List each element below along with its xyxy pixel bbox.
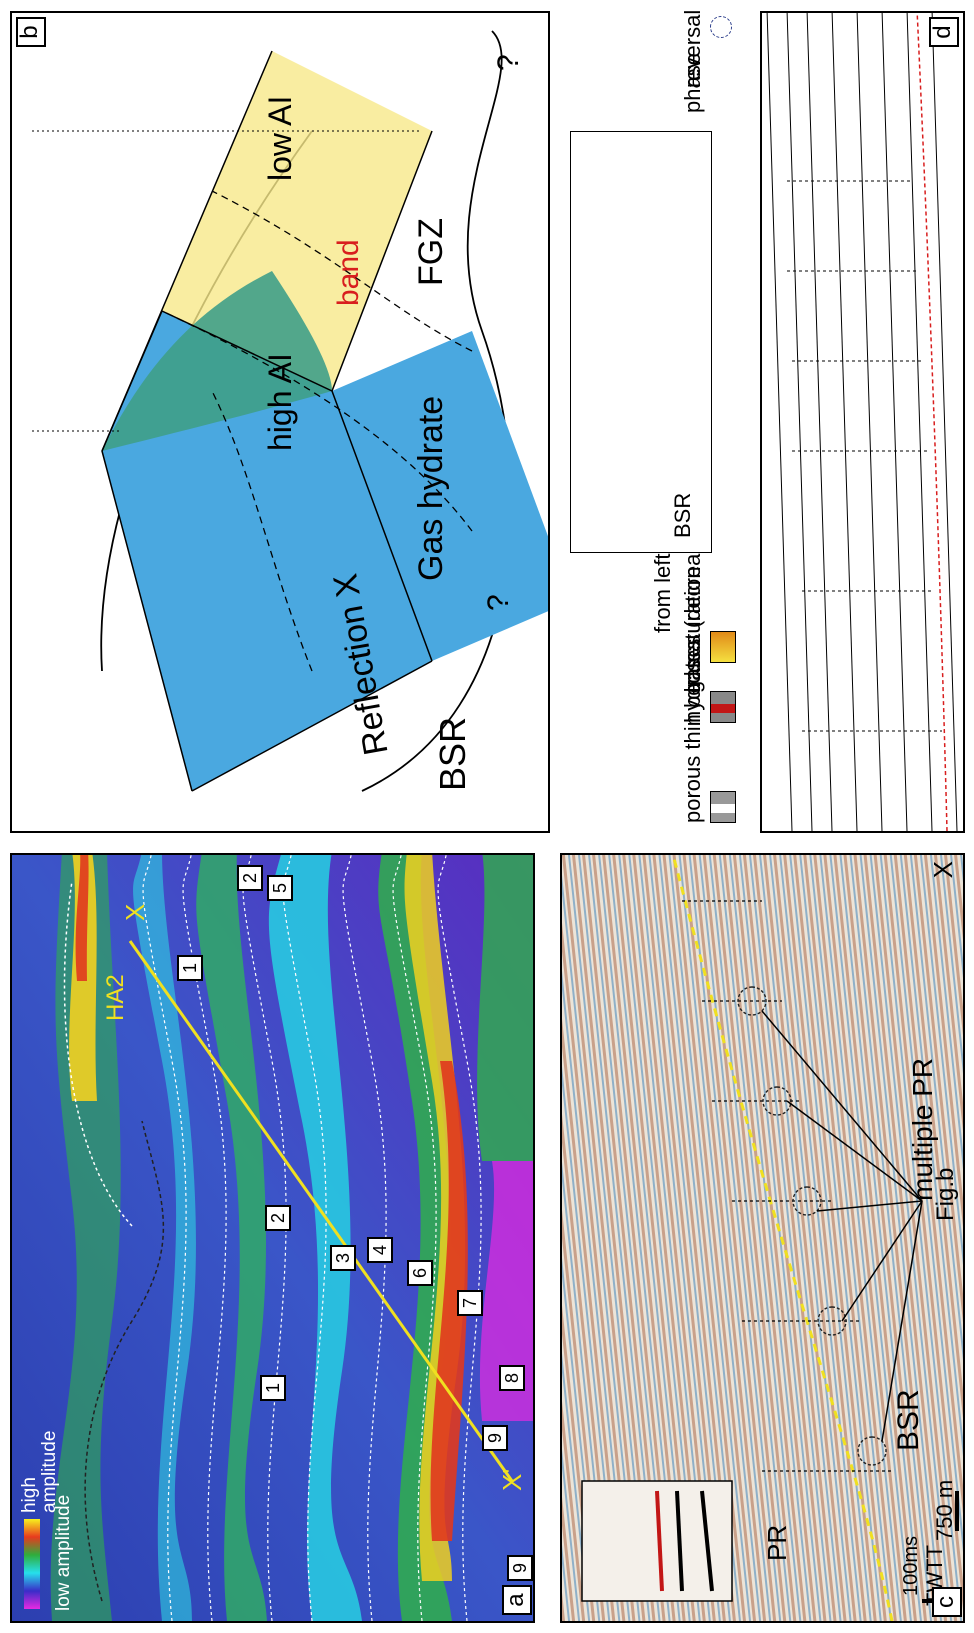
map-label-x: X: [120, 903, 150, 921]
block-diagram: [32, 30, 550, 792]
channel-label: 2: [265, 1205, 291, 1231]
panel-label-c: c: [932, 1587, 962, 1617]
amplitude-map: [12, 853, 535, 1622]
label-question-2: ?: [482, 594, 515, 611]
legend-swatch-hydrates: [710, 691, 736, 723]
section-label-scale: 750 m: [932, 1479, 957, 1541]
panel-label-a: a: [502, 1585, 532, 1615]
inset-bsr-label: BSR: [670, 492, 695, 538]
label-high-ai: high AI: [262, 353, 298, 451]
map-label-x-prime: X': [497, 1468, 527, 1491]
panel-b: BSR Reflection X high AI low AI band FGZ…: [10, 11, 550, 833]
section-label-bsr: BSR: [892, 1389, 925, 1451]
channel-label: 1: [260, 1375, 286, 1401]
amplitude-colorbar: [24, 1519, 40, 1609]
channel-label: 7: [457, 1290, 483, 1316]
inset-box: [570, 131, 712, 553]
label-low-ai: low AI: [262, 95, 298, 181]
section-label-x: X: [928, 861, 958, 879]
channel-label: 8: [499, 1365, 525, 1391]
channel-label: 6: [407, 1260, 433, 1286]
channel-label: 9: [507, 1555, 533, 1581]
label-bsr: BSR: [432, 716, 473, 791]
label-question-1: ?: [492, 54, 525, 71]
channel-label: 3: [330, 1245, 356, 1271]
legend-low-text: low amplitude: [53, 1494, 74, 1611]
label-fgz: FGZ: [412, 218, 450, 286]
seismic-section: [562, 853, 965, 1622]
section-label-pr: PR: [762, 1524, 792, 1561]
channel-label: 2: [237, 865, 263, 891]
label-band: band: [332, 239, 365, 306]
area-label-ha2: HA2: [102, 974, 129, 1021]
legend-saturation-text: saturation: [680, 566, 705, 663]
channel-label: 1: [177, 955, 203, 981]
section-line: [128, 940, 514, 1482]
legend-phase-circle: [710, 16, 732, 38]
panel-d: d: [760, 11, 965, 833]
legend-swatch-saturation: [710, 631, 736, 663]
section-label-multiple-pr: multiple PR: [907, 1057, 938, 1201]
channel-label: 4: [367, 1237, 393, 1263]
label-gas-hydrate: Gas hydrate: [412, 395, 450, 581]
channel-label: 5: [267, 875, 293, 901]
panel-a: high amplitude low amplitude HA2 X X' 1 …: [10, 853, 535, 1623]
legend-swatch-porous: [710, 791, 736, 823]
channel-label: 9: [482, 1425, 508, 1451]
panel-label-d: d: [929, 17, 959, 47]
panel-c: X X' BSR Fig.b multiple PR PR TWTT 100ms…: [560, 853, 965, 1623]
panel-d-legend: porous thin beds hydrates gases (decreas…: [560, 9, 755, 833]
section-label-twtt-value: 100ms: [900, 1535, 922, 1596]
legend-reversal-text: reversal: [680, 9, 705, 88]
interpretation-lines: [766, 11, 958, 832]
panel-label-b: b: [16, 17, 46, 47]
